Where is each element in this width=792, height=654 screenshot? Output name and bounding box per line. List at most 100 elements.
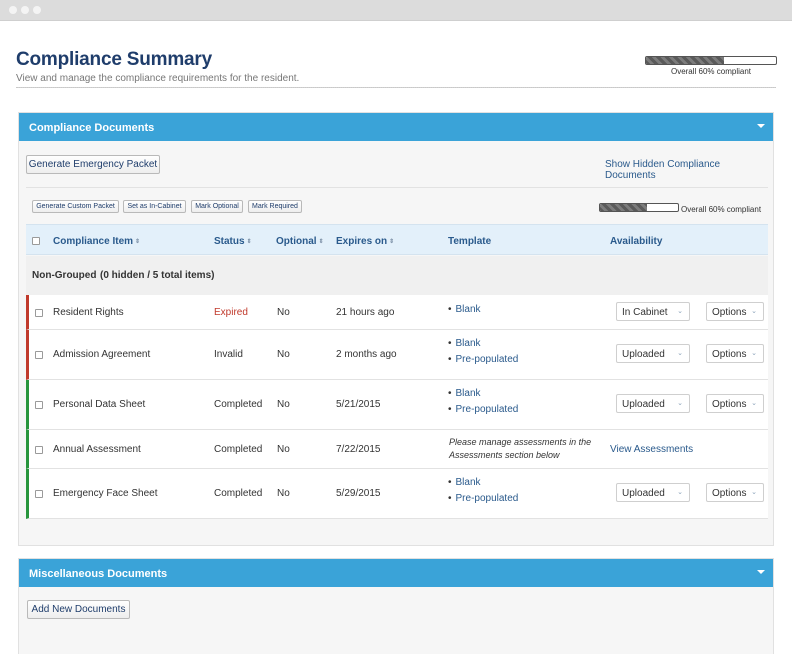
table-row: Emergency Face Sheet Completed No 5/29/2… (26, 469, 768, 519)
add-new-documents-button[interactable]: Add New Documents (27, 600, 130, 619)
row-expires: 21 hours ago (336, 307, 395, 318)
row-optional: No (277, 444, 290, 455)
options-select[interactable]: Options ⌄ (706, 394, 764, 413)
template-link-blank[interactable]: • Blank (448, 388, 481, 399)
compliance-documents-title: Compliance Documents (29, 122, 155, 134)
overall-progress-fill (646, 57, 724, 64)
miscellaneous-documents-title: Miscellaneous Documents (29, 568, 168, 580)
row-optional: No (277, 399, 290, 410)
group-row: Non-Grouped (0 hidden / 5 total items) (26, 256, 768, 295)
show-hidden-documents-link[interactable]: Show Hidden Compliance Documents (605, 159, 721, 181)
availability-select[interactable]: Uploaded ⌄ (616, 394, 690, 413)
column-availability: Availability (610, 236, 663, 247)
view-assessments-link[interactable]: View Assessments (610, 444, 694, 455)
panel-progress-fill (600, 204, 647, 211)
panel-progress-bar (599, 203, 679, 212)
template-link-blank[interactable]: • Blank (448, 477, 481, 488)
table-row: Admission Agreement Invalid No 2 months … (26, 330, 768, 380)
row-checkbox[interactable] (35, 490, 43, 498)
options-select[interactable]: Options ⌄ (706, 483, 764, 502)
row-status: Completed (214, 399, 263, 410)
sort-icon: ⇕ (135, 239, 141, 245)
assessment-note-line2: Assessments section below (449, 450, 560, 460)
template-link-blank[interactable]: • Blank (448, 338, 481, 349)
toolbar-divider (26, 187, 768, 188)
overall-progress-bar (645, 56, 777, 65)
row-expires: 5/29/2015 (336, 488, 381, 499)
table-row: Personal Data Sheet Completed No 5/21/20… (26, 380, 768, 430)
window-titlebar (0, 0, 792, 21)
row-checkbox[interactable] (35, 401, 43, 409)
chevron-down-icon: ⌄ (677, 350, 683, 357)
group-count: (0 hidden / 5 total items) (100, 270, 215, 281)
row-checkbox[interactable] (35, 309, 43, 317)
assessment-note-line1: Please manage assessments in the (449, 437, 592, 447)
compliance-documents-panel: Compliance Documents Generate Emergency … (18, 112, 774, 546)
page-title: Compliance Summary (16, 49, 212, 70)
collapse-caret-icon[interactable] (757, 570, 765, 574)
table-row: Annual Assessment Completed No 7/22/2015… (26, 430, 768, 469)
miscellaneous-documents-panel: Miscellaneous Documents Add New Document… (18, 558, 774, 654)
row-checkbox[interactable] (35, 446, 43, 454)
page: Compliance Summary View and manage the c… (0, 21, 792, 654)
options-select[interactable]: Options ⌄ (706, 302, 764, 321)
row-item-name: Admission Agreement (53, 349, 151, 360)
chevron-down-icon: ⌄ (751, 400, 757, 407)
column-optional[interactable]: Optional ⇕ (276, 236, 324, 247)
row-status: Completed (214, 444, 263, 455)
column-compliance-item[interactable]: Compliance Item ⇕ (53, 236, 141, 247)
select-all-checkbox[interactable] (32, 237, 40, 245)
compliance-documents-header[interactable]: Compliance Documents (19, 113, 773, 141)
miscellaneous-documents-header[interactable]: Miscellaneous Documents (19, 559, 773, 587)
chevron-down-icon: ⌄ (677, 489, 683, 496)
window-close-dot[interactable] (9, 6, 17, 14)
column-template: Template (448, 236, 492, 247)
row-item-name: Personal Data Sheet (53, 399, 146, 410)
generate-emergency-packet-button[interactable]: Generate Emergency Packet (26, 155, 160, 174)
column-status[interactable]: Status ⇕ (214, 236, 252, 247)
availability-select[interactable]: In Cabinet ⌄ (616, 302, 690, 321)
row-status: Invalid (214, 349, 243, 360)
row-expires: 2 months ago (336, 349, 397, 360)
sort-icon: ⇕ (246, 239, 252, 245)
sort-icon: ⇕ (318, 239, 324, 245)
row-item-name: Emergency Face Sheet (53, 488, 158, 499)
chevron-down-icon: ⌄ (677, 308, 683, 315)
row-optional: No (277, 349, 290, 360)
generate-custom-packet-button[interactable]: Generate Custom Packet (32, 200, 119, 213)
header-divider (16, 87, 776, 88)
options-select[interactable]: Options ⌄ (706, 344, 764, 363)
mark-optional-button[interactable]: Mark Optional (191, 200, 243, 213)
chevron-down-icon: ⌄ (677, 400, 683, 407)
collapse-caret-icon[interactable] (757, 124, 765, 128)
column-expires-on[interactable]: Expires on ⇕ (336, 236, 395, 247)
set-in-cabinet-button[interactable]: Set as In-Cabinet (123, 200, 186, 213)
row-item-name: Resident Rights (53, 307, 124, 318)
sort-icon: ⇕ (389, 239, 395, 245)
table-header: Compliance Item ⇕ Status ⇕ Optional ⇕ Expir… (26, 224, 768, 255)
row-checkbox[interactable] (35, 351, 43, 359)
overall-progress-label: Overall 60% compliant (670, 67, 752, 76)
row-expires: 7/22/2015 (336, 444, 381, 455)
chevron-down-icon: ⌄ (751, 350, 757, 357)
availability-select[interactable]: Uploaded ⌄ (616, 483, 690, 502)
page-subtitle: View and manage the compliance requireme… (16, 73, 300, 84)
template-link-prepopulated[interactable]: • Pre-populated (448, 493, 519, 504)
row-status: Expired (214, 307, 248, 318)
window-minimize-dot[interactable] (21, 6, 29, 14)
group-title: Non-Grouped (32, 270, 97, 281)
row-item-name: Annual Assessment (53, 444, 141, 455)
template-link-prepopulated[interactable]: • Pre-populated (448, 354, 519, 365)
template-link-blank[interactable]: • Blank (448, 304, 481, 315)
chevron-down-icon: ⌄ (751, 489, 757, 496)
chevron-down-icon: ⌄ (751, 308, 757, 315)
row-expires: 5/21/2015 (336, 399, 381, 410)
window-zoom-dot[interactable] (33, 6, 41, 14)
panel-progress-label: Overall 60% compliant (681, 205, 762, 214)
table-row: Resident Rights Expired No 21 hours ago … (26, 295, 768, 330)
mark-required-button[interactable]: Mark Required (248, 200, 302, 213)
row-optional: No (277, 307, 290, 318)
row-optional: No (277, 488, 290, 499)
availability-select[interactable]: Uploaded ⌄ (616, 344, 690, 363)
template-link-prepopulated[interactable]: • Pre-populated (448, 404, 519, 415)
